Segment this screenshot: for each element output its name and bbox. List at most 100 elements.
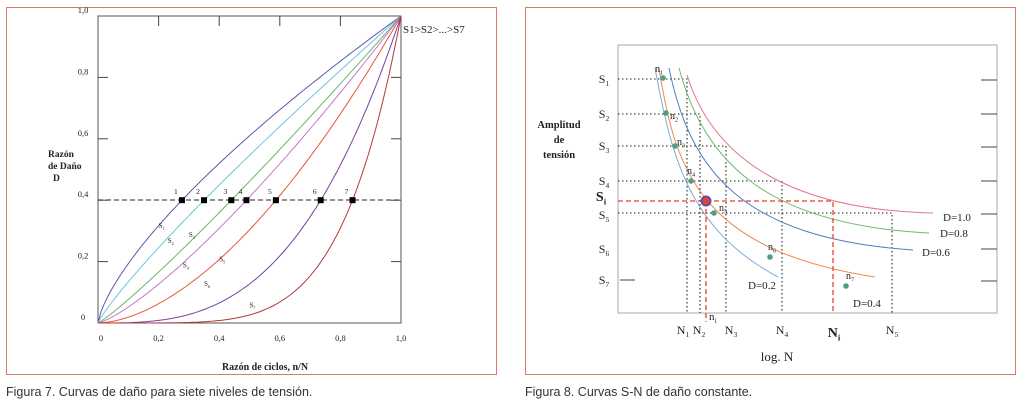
damage-curve-s3 (97, 15, 402, 324)
cycle-point-label: n3 (677, 137, 685, 150)
right-axis-ticks (981, 79, 997, 282)
damage-curve-s6 (98, 15, 402, 324)
curve-label-s2: S2 (168, 237, 174, 246)
x-tick-label: 0 (99, 333, 103, 343)
curve-label-s1: S1 (159, 222, 165, 231)
y-tick-label: 0 (81, 312, 85, 322)
y-tick-label: 0,6 (78, 128, 89, 138)
point-label: 4 (239, 187, 243, 196)
plot-area (617, 44, 998, 314)
stress-level-label: S6 (599, 242, 610, 258)
damage-curve-s4 (97, 15, 402, 324)
curve-label-s3: S3 (189, 231, 195, 240)
stress-level-label: S4 (599, 174, 610, 190)
label-d-1-0: D=1.0 (943, 212, 971, 224)
damage-curve-s2 (97, 15, 402, 324)
Ni-label: Ni (828, 326, 841, 343)
x-tick-label: 0,6 (274, 333, 285, 343)
cycle-point (843, 283, 849, 289)
intersection-point (272, 197, 279, 204)
figure-8-caption: Figura 8. Curvas S-N de daño constante. (525, 385, 753, 399)
curve-label-s6: S6 (204, 280, 211, 289)
label-d-0-2: D=0.2 (748, 280, 776, 292)
curve-label-s5: S5 (219, 256, 225, 265)
cycle-point (672, 143, 678, 149)
curve-d-1-0 (686, 74, 934, 214)
figure-7-frame (6, 7, 497, 375)
damage-curve-s5 (97, 15, 402, 324)
si-label: Si (596, 190, 607, 207)
y-tick-label: 0,2 (78, 251, 89, 261)
x-axis-title: log. N (761, 349, 794, 364)
cycle-count-label: N4 (776, 323, 789, 339)
y-tick-label: 0,8 (78, 66, 89, 76)
label-d-0-8: D=0.8 (940, 228, 968, 240)
y-axis-title-line1: Razón (48, 150, 75, 160)
x-axis-title: Razón de ciclos, n/N (222, 362, 309, 373)
stress-level-label: S1 (599, 72, 610, 88)
stress-order-annotation: S1>S2>...>S7 (403, 24, 465, 36)
sn-curves-diagram: n1 n2 n3 n4 n5 n6 n7 D=0.2 D=0.4 D=0.6 D=0.8 D… (537, 44, 998, 364)
curve-d-0-6 (668, 67, 914, 251)
cycle-count-label: N2 (693, 323, 706, 339)
point-label: 3 (223, 187, 227, 196)
intersection-point (243, 197, 250, 204)
cycle-count-label: N1 (677, 323, 690, 339)
curve-label-s4: S4 (183, 262, 190, 271)
cycle-point-label: n5 (719, 203, 727, 216)
damage-curve-s7 (98, 15, 402, 324)
plot-area (97, 15, 402, 324)
intersection-point (349, 197, 356, 204)
stress-level-label: S5 (599, 208, 610, 224)
point-label: 1 (174, 187, 178, 196)
cycle-point-label: n4 (687, 166, 695, 179)
stress-level-label: S7 (599, 273, 610, 289)
curve-label-s7: S7 (250, 302, 257, 311)
intersection-point (317, 197, 324, 204)
x-tick-label: 0,2 (153, 333, 164, 343)
y-axis-title-line2: de Daño (48, 162, 82, 172)
figure-7-caption: Figura 7. Curvas de daño para siete nive… (6, 385, 313, 399)
x-tick-label: 0,8 (335, 333, 346, 343)
guide-lines (618, 78, 893, 313)
curve-d-0-8 (678, 67, 930, 234)
label-d-0-4: D=0.4 (853, 298, 881, 310)
current-state-point (700, 195, 712, 207)
point-label: 2 (196, 187, 200, 196)
y-tick-label: 0,4 (78, 189, 89, 199)
point-label: 5 (268, 187, 272, 196)
stress-level-label: S2 (599, 107, 610, 123)
x-tick-label: 0,4 (214, 333, 225, 343)
cycle-point (711, 210, 717, 216)
curve-d-0-2 (654, 67, 779, 278)
cycle-point-label: n7 (846, 271, 854, 284)
cycle-count-label: N5 (886, 323, 899, 339)
x-tick-label: 1,0 (396, 333, 407, 343)
cycle-count-label: N3 (725, 323, 738, 339)
cycle-point (767, 254, 773, 260)
y-axis-title-line1: Amplitud (537, 120, 580, 131)
y-axis-title-line3: D (53, 174, 60, 184)
cycle-point-label: n2 (670, 111, 678, 124)
y-tick-label: 1,0 (78, 5, 89, 15)
intersection-point (178, 197, 185, 204)
intersection-point (228, 197, 235, 204)
figure-8-frame (525, 7, 1016, 375)
y-axis-title-line2: de (554, 135, 565, 146)
si-guide-lines (618, 200, 834, 322)
label-d-0-6: D=0.6 (922, 247, 950, 259)
ni-label: ni (709, 311, 717, 325)
damage-curve-s1 (97, 15, 402, 324)
y-axis-title-line3: tensión (543, 150, 575, 161)
cycle-point-label: n6 (768, 242, 776, 255)
stress-level-label: S3 (599, 139, 610, 155)
cycle-point (663, 110, 669, 116)
cycle-point (660, 75, 666, 81)
point-label: 7 (345, 187, 349, 196)
point-label: 6 (313, 187, 317, 196)
cycle-point-label: n1 (655, 64, 663, 77)
intersection-point (201, 197, 208, 204)
cycle-point (688, 178, 694, 184)
